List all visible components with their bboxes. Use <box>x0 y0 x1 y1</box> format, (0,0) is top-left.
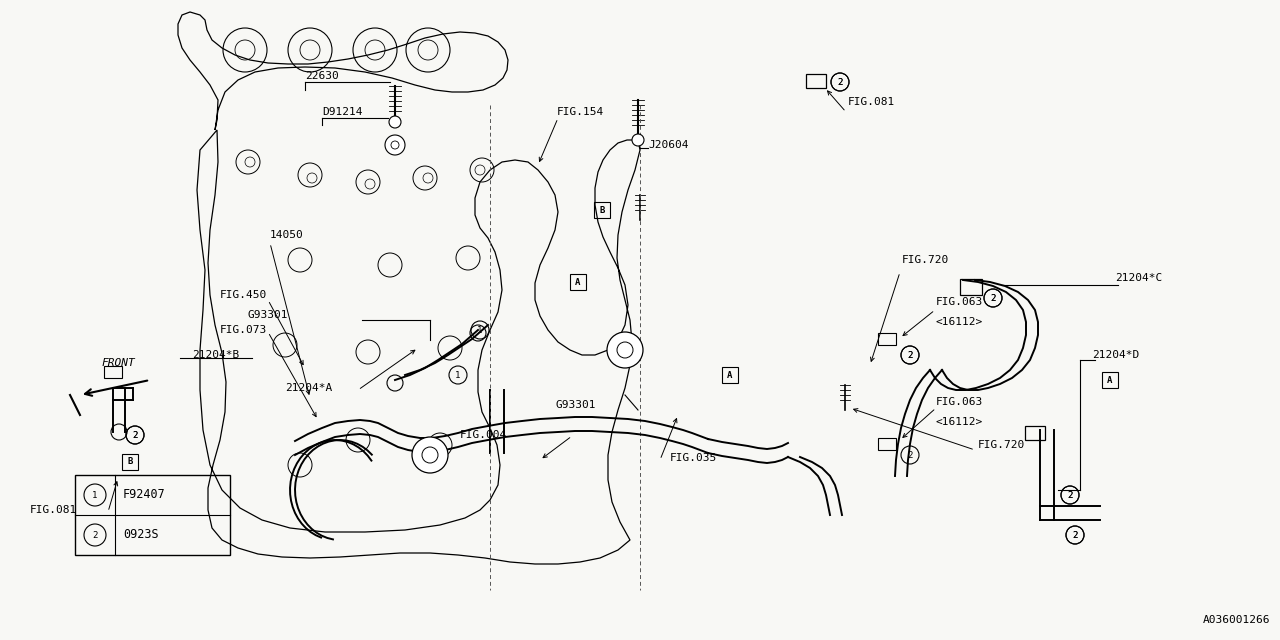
Text: 2: 2 <box>837 77 842 86</box>
Bar <box>722 367 739 383</box>
Text: FIG.154: FIG.154 <box>557 107 604 117</box>
Text: A: A <box>575 278 581 287</box>
Text: 0923S: 0923S <box>123 529 159 541</box>
Circle shape <box>385 135 404 155</box>
Text: 21204*D: 21204*D <box>1092 350 1139 360</box>
Bar <box>594 202 611 218</box>
Bar <box>104 366 122 378</box>
Text: 2: 2 <box>1073 531 1078 540</box>
Text: FRONT: FRONT <box>101 358 134 368</box>
Circle shape <box>607 332 643 368</box>
Bar <box>878 333 896 345</box>
Bar <box>878 438 896 450</box>
Text: 2: 2 <box>1068 490 1073 499</box>
Text: A: A <box>1107 376 1112 385</box>
Text: FIG.081: FIG.081 <box>849 97 895 107</box>
Text: FIG.720: FIG.720 <box>902 255 950 265</box>
Bar <box>806 74 826 88</box>
Text: FIG.004: FIG.004 <box>460 430 507 440</box>
Text: D91214: D91214 <box>323 107 362 117</box>
Text: FIG.063: FIG.063 <box>936 397 983 407</box>
Text: F92407: F92407 <box>123 488 165 502</box>
Text: 2: 2 <box>1073 531 1078 540</box>
Text: <16112>: <16112> <box>936 417 983 427</box>
Text: 2: 2 <box>908 451 913 460</box>
Text: G93301: G93301 <box>248 310 288 320</box>
Text: 2: 2 <box>837 77 842 86</box>
Text: 2: 2 <box>991 294 996 303</box>
Text: 14050: 14050 <box>270 230 303 240</box>
Circle shape <box>412 437 448 473</box>
Text: FIG.081: FIG.081 <box>29 505 77 515</box>
Text: FIG.063: FIG.063 <box>936 297 983 307</box>
Text: 2: 2 <box>908 351 913 360</box>
Text: 1: 1 <box>477 326 483 335</box>
Text: B: B <box>599 205 604 214</box>
Text: 22630: 22630 <box>305 71 339 81</box>
Text: <16112>: <16112> <box>936 317 983 327</box>
Text: 1: 1 <box>456 371 461 380</box>
Text: 21204*C: 21204*C <box>1115 273 1162 283</box>
Text: J20604: J20604 <box>648 140 689 150</box>
Bar <box>570 274 586 290</box>
Text: 2: 2 <box>132 431 138 440</box>
Text: 21204*A: 21204*A <box>285 383 333 393</box>
Text: A: A <box>727 371 732 380</box>
Bar <box>76 475 230 555</box>
Text: FIG.073: FIG.073 <box>220 325 268 335</box>
Text: 2: 2 <box>908 351 913 360</box>
Circle shape <box>389 116 401 128</box>
Bar <box>960 279 982 295</box>
Text: B: B <box>127 458 133 467</box>
Circle shape <box>632 134 644 146</box>
Text: A036001266: A036001266 <box>1202 615 1270 625</box>
Text: 2: 2 <box>92 531 97 540</box>
Text: 2: 2 <box>132 431 138 440</box>
Text: 2: 2 <box>991 294 996 303</box>
Text: FIG.035: FIG.035 <box>669 453 717 463</box>
Text: 21204*B: 21204*B <box>192 350 239 360</box>
Text: FIG.450: FIG.450 <box>220 290 268 300</box>
Text: 1: 1 <box>92 490 97 499</box>
Text: G93301: G93301 <box>556 400 595 410</box>
Bar <box>1025 426 1044 440</box>
Text: 2: 2 <box>1068 490 1073 499</box>
Text: FIG.720: FIG.720 <box>978 440 1025 450</box>
Bar <box>122 454 138 470</box>
Bar <box>1102 372 1117 388</box>
